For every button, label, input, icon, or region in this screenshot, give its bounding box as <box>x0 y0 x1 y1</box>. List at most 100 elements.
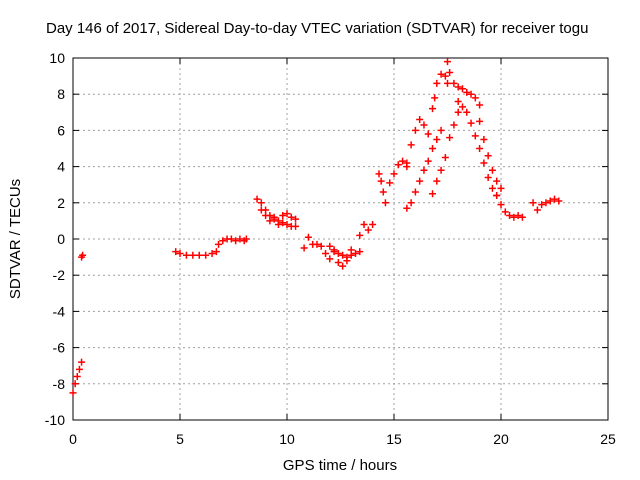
data-point <box>431 94 439 102</box>
grid <box>73 58 608 420</box>
data-point <box>497 184 505 192</box>
data-point <box>437 166 445 174</box>
data-point <box>480 135 488 143</box>
y-axis-label: SDTVAR / TECUs <box>7 179 24 299</box>
data-point <box>454 97 462 105</box>
data-point <box>351 249 359 257</box>
series-segment-9 <box>326 242 355 261</box>
y-tick-label: -6 <box>53 340 66 356</box>
data-point <box>510 213 518 221</box>
data-point <box>339 262 347 270</box>
data-point <box>476 101 484 109</box>
data-point <box>356 231 364 239</box>
series-segment-10 <box>356 221 377 239</box>
data-points <box>69 58 563 397</box>
data-point <box>429 145 437 152</box>
data-point <box>334 249 342 257</box>
data-point <box>506 211 514 219</box>
data-point <box>262 211 270 219</box>
data-point <box>533 206 541 214</box>
series-segment-17 <box>476 117 505 192</box>
x-tick-label: 0 <box>69 431 77 447</box>
data-point <box>471 132 479 140</box>
data-point <box>266 217 274 225</box>
series-segment-4 <box>215 235 250 248</box>
data-point <box>514 211 522 219</box>
data-point <box>542 199 550 207</box>
data-point <box>433 79 441 87</box>
data-point <box>176 249 184 257</box>
x-tick-labels: 0 5 10 15 20 25 <box>69 431 616 447</box>
data-point <box>424 130 432 138</box>
x-tick-label: 25 <box>600 431 616 447</box>
data-point <box>304 233 312 241</box>
data-point <box>446 134 454 142</box>
data-point <box>287 213 295 221</box>
series-segment-3 <box>172 248 220 259</box>
data-point <box>212 248 220 256</box>
data-point <box>497 201 505 209</box>
data-point <box>463 88 471 96</box>
series-segment-18 <box>454 97 501 200</box>
data-point <box>215 240 223 248</box>
data-point <box>330 246 338 254</box>
data-point <box>236 235 244 243</box>
data-point <box>420 121 428 129</box>
data-point <box>232 237 240 245</box>
data-point <box>270 213 278 221</box>
data-point <box>446 68 454 76</box>
y-tick-label: 0 <box>57 231 65 247</box>
data-point <box>369 221 377 229</box>
y-tick-label: -2 <box>53 267 66 283</box>
data-point <box>360 221 368 229</box>
series-segment-2 <box>78 251 87 261</box>
x-axis-label: GPS time / hours <box>283 457 397 474</box>
data-point <box>73 373 81 381</box>
data-point <box>467 90 475 98</box>
y-tick-label: 10 <box>49 50 65 66</box>
data-point <box>279 211 287 219</box>
data-point <box>283 210 291 218</box>
data-point <box>292 222 300 230</box>
y-tick-label: -10 <box>45 412 65 428</box>
series-segment-7 <box>300 233 325 252</box>
data-point <box>441 154 449 162</box>
series-segment-19 <box>493 192 526 221</box>
data-point <box>399 157 407 165</box>
data-point <box>493 192 501 200</box>
x-tick-label: 20 <box>493 431 509 447</box>
data-point <box>429 105 437 113</box>
data-point <box>343 253 351 261</box>
data-point <box>381 199 389 207</box>
data-point <box>189 251 197 259</box>
data-point <box>69 389 77 397</box>
data-point <box>390 170 398 178</box>
data-point <box>416 116 424 124</box>
data-point <box>458 85 466 93</box>
data-point <box>444 58 451 66</box>
y-tick-label: 2 <box>57 195 65 211</box>
data-point <box>441 72 449 80</box>
data-point <box>484 152 492 160</box>
x-tick-label: 15 <box>386 431 402 447</box>
data-point <box>377 177 385 185</box>
data-point <box>416 177 424 185</box>
series-segment-16 <box>444 58 484 109</box>
data-point <box>450 121 458 129</box>
data-point <box>407 199 415 207</box>
data-point <box>322 249 330 257</box>
data-point <box>182 251 190 259</box>
data-point <box>326 255 334 263</box>
data-point <box>488 166 496 174</box>
data-point <box>242 235 250 243</box>
data-point <box>394 161 402 169</box>
chart-title: Day 146 of 2017, Sidereal Day-to-day VTE… <box>46 20 588 37</box>
y-tick-label: -4 <box>53 303 66 319</box>
y-tick-label: 4 <box>57 159 65 175</box>
data-point <box>326 242 334 250</box>
data-point <box>195 251 203 259</box>
data-point <box>257 199 265 207</box>
series-segment-13 <box>403 126 445 212</box>
data-point <box>458 103 466 111</box>
